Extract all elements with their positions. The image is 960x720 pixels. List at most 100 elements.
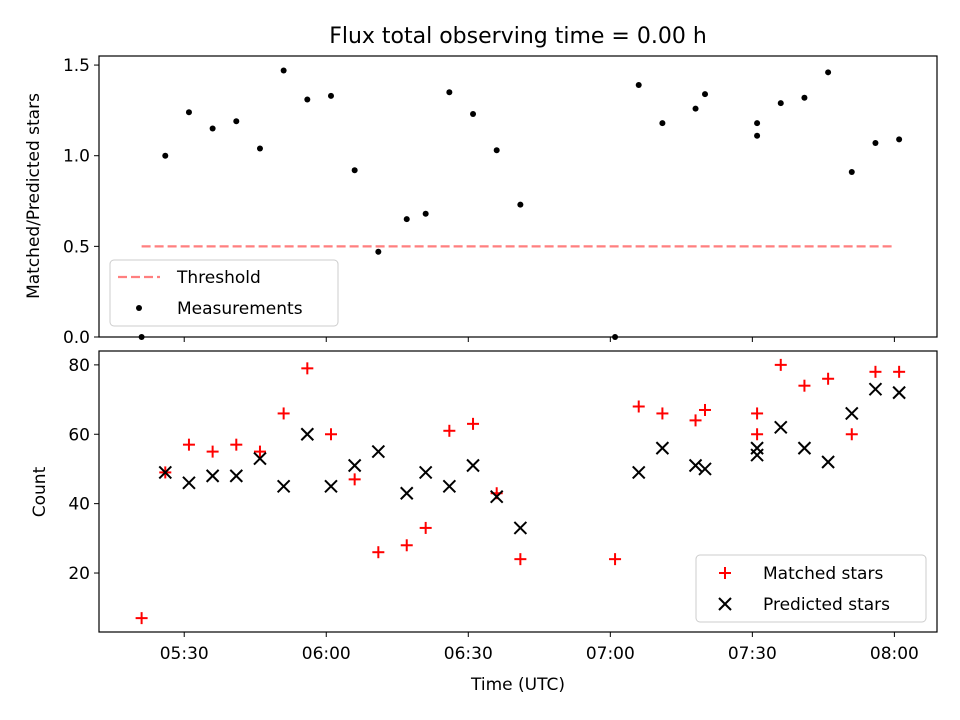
top-panel: 0.0 0.5 1.0 1.5 Matched/Predicted stars Thr…: [24, 55, 938, 348]
predicted-stars-point: [418, 465, 433, 480]
measurements-legend-swatch: [136, 305, 142, 311]
measurement-point: [692, 105, 699, 112]
predicted-stars-point: [300, 427, 315, 441]
matched-stars-point: [348, 473, 361, 486]
bottom-legend: Matched stars Predicted stars: [695, 554, 927, 623]
matched-stars-point: [230, 438, 243, 451]
matched-stars-point: [372, 546, 385, 559]
measurement-point: [304, 96, 311, 103]
measurement-point: [403, 216, 410, 223]
matched-stars-point: [609, 553, 622, 566]
measurement-point: [754, 120, 761, 127]
matched-stars-point: [443, 424, 456, 437]
matched-stars-point: [822, 372, 835, 385]
matched-stars-point: [751, 428, 764, 441]
matched-stars-legend-swatch: [719, 567, 731, 579]
threshold-legend-label: Threshold: [176, 268, 261, 288]
measurement-point: [256, 145, 263, 152]
top-y-axis-label: Matched/Predicted stars: [24, 93, 44, 299]
bottom-plot-area: [135, 358, 906, 625]
measurement-point: [702, 91, 709, 98]
bottom-y-axis: 20 40 60 80: [68, 356, 99, 584]
predicted-stars-point: [400, 486, 414, 500]
x-axis-label: Time (UTC): [470, 675, 565, 695]
bottom-y-tick-label: 20: [68, 564, 90, 584]
measurement-point: [754, 132, 761, 139]
predicted-stars-legend-label: Predicted stars: [763, 595, 890, 615]
measurement-point: [209, 125, 216, 132]
matched-stars-point: [514, 553, 527, 566]
predicted-stars-point: [371, 444, 386, 459]
matched-stars-point: [798, 379, 811, 392]
top-y-tick-label: 1.5: [63, 56, 90, 76]
top-plot-area: [138, 67, 903, 340]
predicted-stars-point: [632, 465, 646, 480]
measurement-point: [280, 67, 287, 74]
x-tick-label: 06:00: [302, 644, 351, 664]
bottom-legend-box: [695, 554, 927, 623]
matched-stars-point: [774, 358, 787, 371]
bottom-y-tick-label: 40: [68, 495, 90, 515]
measurements-legend-label: Measurements: [177, 299, 303, 319]
predicted-stars-point: [158, 465, 172, 480]
matched-stars-point: [699, 403, 712, 416]
x-tick-label: 07:30: [728, 644, 777, 664]
matched-stars-point: [277, 407, 290, 420]
measurement-point: [327, 92, 334, 99]
matched-stars-point: [182, 438, 195, 451]
measurement-point: [801, 94, 808, 101]
measurement-point: [470, 111, 477, 118]
measurement-point: [493, 147, 500, 154]
measurement-point: [446, 89, 453, 96]
measurement-point: [659, 120, 666, 127]
predicted-stars-legend-swatch: [718, 597, 732, 611]
matched-stars-point: [632, 400, 645, 413]
top-y-tick-label: 1.0: [63, 147, 90, 167]
top-y-tick-label: 0.0: [63, 328, 90, 348]
measurement-point: [351, 167, 358, 174]
matched-stars-point: [324, 428, 337, 441]
predicted-stars-point: [845, 406, 859, 421]
x-tick-label: 07:00: [586, 644, 635, 664]
bottom-y-tick-label: 80: [68, 356, 90, 376]
measurement-point: [162, 152, 169, 159]
predicted-stars-point: [688, 458, 703, 473]
top-y-tick-label: 0.5: [63, 237, 90, 257]
predicted-stars-point: [489, 489, 504, 504]
predicted-stars-point: [797, 441, 812, 455]
x-tick-label: 06:30: [444, 644, 493, 664]
matched-stars-point: [301, 362, 314, 375]
predicted-stars-point: [655, 441, 670, 455]
matched-stars-point: [751, 407, 764, 420]
figure-title: Flux total observing time = 0.00 h: [329, 24, 707, 49]
measurement-point: [233, 118, 240, 125]
bottom-axes-frame: [98, 350, 938, 633]
predicted-stars-point: [347, 458, 362, 473]
predicted-stars-point: [698, 462, 712, 476]
bottom-y-axis-label: Count: [30, 466, 50, 517]
matched-stars-point: [656, 407, 669, 420]
x-tick-label: 05:30: [160, 644, 209, 664]
top-y-axis: 0.0 0.5 1.0 1.5: [63, 56, 99, 348]
top-x-axis-ticks: [183, 337, 895, 342]
x-tick-label: 08:00: [870, 644, 919, 664]
bottom-y-tick-label: 60: [68, 425, 90, 445]
measurement-point: [635, 82, 642, 89]
matched-stars-point: [419, 521, 432, 534]
top-legend-box: [109, 259, 339, 327]
predicted-stars-point: [182, 476, 196, 490]
predicted-stars-point: [821, 455, 835, 469]
matched-stars-point: [845, 428, 858, 441]
predicted-stars-point: [253, 451, 267, 466]
matched-stars-point: [467, 417, 480, 430]
measurement-point: [896, 136, 903, 143]
predicted-stars-point: [466, 458, 480, 473]
matched-stars-point: [689, 414, 702, 427]
matched-stars-point: [253, 445, 266, 458]
measurement-point: [517, 201, 524, 208]
predicted-stars-point: [442, 479, 457, 494]
predicted-stars-point: [229, 469, 244, 483]
measurement-point: [185, 109, 192, 116]
